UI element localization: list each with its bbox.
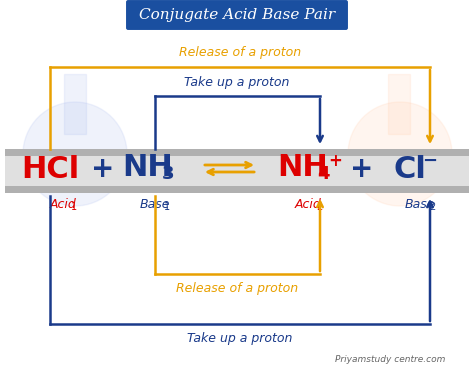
Text: +: + bbox=[328, 152, 342, 170]
Text: Conjugate Acid Base Pair: Conjugate Acid Base Pair bbox=[139, 8, 335, 22]
Circle shape bbox=[23, 102, 127, 206]
FancyArrowPatch shape bbox=[317, 202, 323, 271]
Text: NH: NH bbox=[278, 152, 328, 182]
Text: 1: 1 bbox=[71, 202, 77, 212]
Bar bbox=[388, 74, 410, 134]
Text: −: − bbox=[422, 152, 438, 170]
Text: Cl: Cl bbox=[393, 155, 427, 183]
Bar bbox=[64, 74, 86, 134]
FancyBboxPatch shape bbox=[125, 0, 349, 31]
Text: Take up a proton: Take up a proton bbox=[184, 76, 290, 89]
Text: 2: 2 bbox=[429, 202, 435, 212]
FancyBboxPatch shape bbox=[5, 156, 469, 186]
Text: +: + bbox=[91, 155, 115, 183]
Text: Release of a proton: Release of a proton bbox=[179, 46, 301, 59]
Text: Release of a proton: Release of a proton bbox=[176, 282, 298, 295]
Text: Priyamstudy centre.com: Priyamstudy centre.com bbox=[335, 354, 445, 363]
Text: Base: Base bbox=[140, 197, 171, 210]
Circle shape bbox=[348, 102, 452, 206]
FancyArrowPatch shape bbox=[317, 99, 323, 141]
Text: Acid: Acid bbox=[295, 197, 322, 210]
FancyArrowPatch shape bbox=[427, 202, 433, 321]
Text: Take up a proton: Take up a proton bbox=[187, 332, 292, 345]
FancyBboxPatch shape bbox=[5, 149, 469, 193]
Text: 2: 2 bbox=[316, 202, 322, 212]
Text: Base: Base bbox=[405, 197, 436, 210]
FancyArrowPatch shape bbox=[427, 70, 433, 141]
Text: 3: 3 bbox=[162, 165, 174, 183]
Text: 1: 1 bbox=[164, 202, 170, 212]
Text: 4: 4 bbox=[317, 165, 329, 183]
Text: HCl: HCl bbox=[21, 155, 79, 183]
Text: +: + bbox=[350, 155, 374, 183]
Text: Acid: Acid bbox=[50, 197, 77, 210]
Text: NH: NH bbox=[123, 152, 173, 182]
